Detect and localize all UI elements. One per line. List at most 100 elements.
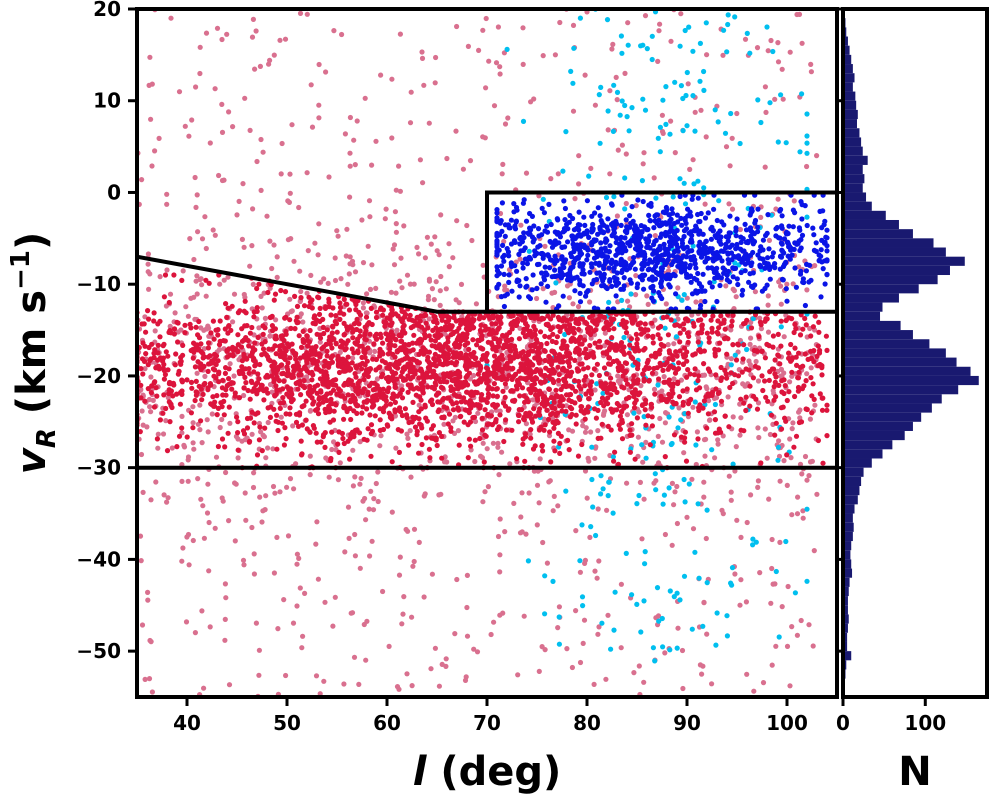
field-star-point (438, 491, 444, 497)
stream-a-point (623, 330, 630, 336)
field-star-point (772, 96, 778, 102)
stream-a-point (648, 401, 654, 408)
stream-a-point (728, 323, 735, 329)
stream-a-point (558, 386, 564, 393)
stream-a-point (613, 346, 619, 352)
stream-a-point (484, 350, 490, 357)
field-star-point (277, 489, 283, 495)
field-star-point-cyan (638, 629, 644, 635)
stream-a-point (466, 436, 472, 442)
stream-a-point (244, 425, 251, 431)
field-star-point-cyan (804, 506, 810, 512)
field-star-point (176, 89, 183, 95)
field-star-point (811, 548, 817, 554)
stream-a-point (182, 330, 188, 336)
field-star-point (390, 246, 396, 252)
stream-a-point (507, 353, 513, 359)
stream-a-point (189, 385, 195, 391)
field-star-point-cyan (716, 198, 722, 204)
stream-a-point (455, 335, 461, 341)
field-star-point (482, 489, 488, 495)
field-star-point (198, 325, 204, 331)
stream-a-point (435, 408, 441, 415)
stream-a-point (292, 293, 298, 299)
field-star-point (497, 64, 503, 70)
field-star-point (607, 88, 613, 94)
stream-a-point (166, 391, 172, 397)
field-star-point-cyan (709, 447, 715, 453)
stream-a-point (684, 374, 690, 380)
field-star-point-cyan (650, 645, 657, 651)
field-star-point (604, 507, 610, 513)
stream-a-point (697, 385, 703, 391)
stream-a-point (324, 353, 330, 359)
stream-a-point (274, 412, 280, 418)
field-star-point (360, 260, 367, 266)
field-star-point (426, 316, 432, 322)
field-star-point (709, 681, 715, 687)
field-star-point (458, 281, 465, 287)
field-star-point (252, 66, 258, 72)
stream-a-point (203, 277, 209, 283)
field-star-point (194, 192, 200, 198)
field-star-point (375, 498, 381, 505)
field-star-point (674, 483, 680, 490)
stream-a-point (479, 345, 485, 351)
stream-a-point (685, 318, 691, 324)
stream-a-point (269, 323, 275, 329)
stream-a-point (334, 329, 340, 335)
stream-a-point (396, 449, 402, 455)
field-star-point-cyan (525, 558, 532, 564)
stream-a-point (157, 334, 163, 340)
stream-a-point (220, 377, 226, 383)
field-star-point (346, 535, 352, 542)
stream-a-point (165, 353, 171, 359)
stream-a-point (246, 343, 252, 349)
stream-a-point (722, 413, 728, 419)
stream-a-point (392, 399, 398, 405)
stream-a-point (148, 390, 154, 396)
field-star-point-cyan (670, 194, 676, 200)
stream-a-point (142, 343, 148, 349)
field-star-point (744, 671, 750, 677)
field-star-point (563, 403, 570, 409)
stream-a-point (333, 313, 339, 319)
stream-a-point (735, 341, 741, 347)
field-star-point-cyan (715, 119, 721, 125)
stream-a-point (718, 398, 725, 404)
field-star-point (497, 516, 503, 522)
field-star-point (172, 310, 178, 316)
stream-a-point (716, 347, 722, 353)
field-star-point (613, 74, 619, 80)
field-star-point (195, 476, 201, 482)
field-star-point (684, 295, 690, 301)
stream-a-point (472, 437, 478, 443)
field-star-point (142, 676, 148, 683)
field-star-point-cyan (804, 578, 810, 584)
field-star-point (394, 327, 400, 333)
field-star-point (278, 171, 284, 177)
stream-a-point (266, 346, 272, 352)
stream-a-point (146, 316, 152, 322)
stream-a-point (585, 365, 591, 371)
stream-a-point (219, 436, 226, 442)
field-star-point (588, 165, 594, 171)
field-star-point (397, 554, 403, 560)
stream-a-point (351, 321, 358, 327)
stream-a-point (623, 319, 630, 325)
stream-a-point (726, 424, 732, 430)
field-star-point (275, 626, 281, 632)
stream-a-point (773, 394, 779, 400)
stream-a-point (634, 341, 640, 347)
field-star-point (489, 409, 495, 415)
field-star-point (502, 283, 508, 289)
stream-a-point (759, 348, 765, 354)
stream-a-point (695, 377, 701, 384)
stream-a-point (642, 327, 648, 333)
stream-a-point (632, 456, 638, 462)
stream-a-point (273, 391, 279, 397)
stream-a-point (434, 442, 440, 449)
field-star-point (291, 258, 297, 264)
field-star-point (369, 262, 375, 268)
